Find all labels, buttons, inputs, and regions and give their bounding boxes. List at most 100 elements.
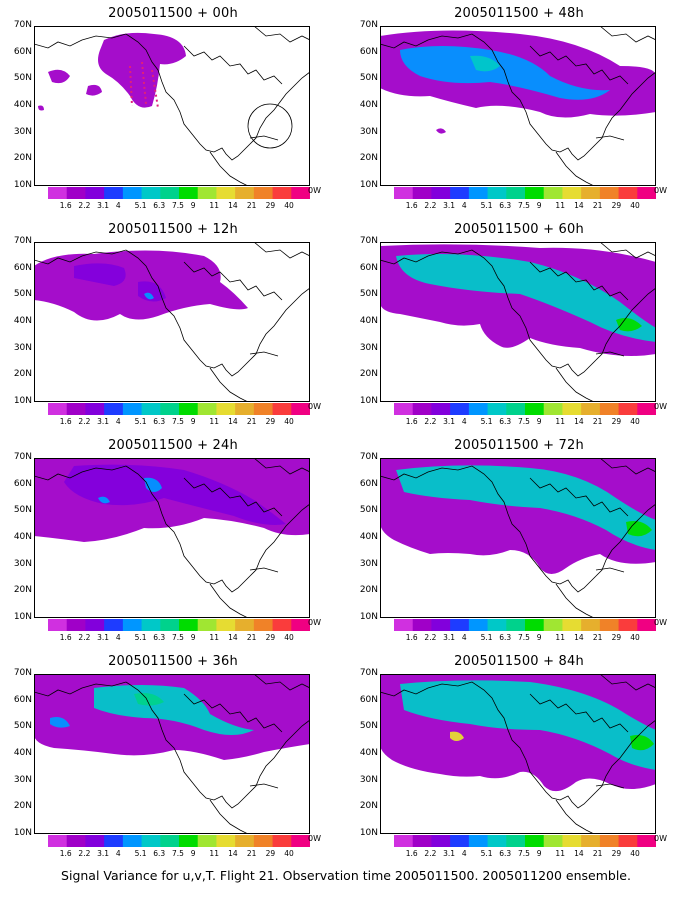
colorbar-label: 40 xyxy=(630,417,640,426)
coastline xyxy=(595,351,625,357)
lat-label: 70N xyxy=(359,20,378,30)
colorbar-swatch xyxy=(253,835,274,847)
colorbar-swatch xyxy=(179,187,199,199)
colorbar-swatch xyxy=(525,619,545,631)
colorbar-label: 7.5 xyxy=(518,633,530,642)
colorbar-swatch xyxy=(468,835,489,847)
map-panel: 2005011500 + 60h 70N 60N 50N 40N 30N 20N 10N 0W 1… xyxy=(346,216,692,432)
colorbar-swatch xyxy=(104,619,124,631)
colorbar-label: 6.3 xyxy=(499,417,512,426)
lat-label: 40N xyxy=(359,100,378,110)
colorbar-label: 29 xyxy=(265,849,276,858)
colorbar-label: 9 xyxy=(536,849,542,858)
lat-label: 20N xyxy=(13,801,32,812)
colorbar-swatch xyxy=(160,619,180,631)
colorbar-swatch xyxy=(85,835,105,847)
colorbar-label: 7.5 xyxy=(518,201,530,210)
coastline xyxy=(249,567,279,573)
map-plot xyxy=(380,674,656,834)
colorbar-label: 3.1 xyxy=(97,417,110,426)
map-frame xyxy=(34,674,310,834)
signal-region xyxy=(144,477,162,492)
colorbar-label: 40 xyxy=(630,849,640,858)
lat-label: 20N xyxy=(359,153,378,164)
colorbar-label: 9 xyxy=(536,417,542,426)
colorbar-label: 4 xyxy=(461,417,467,426)
lat-label: 20N xyxy=(13,153,32,164)
coastline xyxy=(209,799,249,834)
lon-label: 0W xyxy=(308,186,321,195)
colorbar-label: 3.1 xyxy=(443,849,456,858)
panel-title: 2005011500 + 60h xyxy=(454,222,584,237)
colorbar-swatch xyxy=(104,835,124,847)
lat-label: 10N xyxy=(13,828,32,838)
colorbar-swatch xyxy=(412,187,432,199)
map-panel: 2005011500 + 84h 70N 60N 50N 40N 30N 20N 10N 0W 1… xyxy=(346,648,692,864)
lat-label: 10N xyxy=(359,396,378,406)
colorbar-swatch xyxy=(487,403,507,415)
colorbar-label: 2.2 xyxy=(424,849,437,858)
colorbar-label: 14 xyxy=(228,201,238,210)
lat-label: 20N xyxy=(359,585,378,596)
colorbar-swatch xyxy=(197,403,217,415)
colorbar-label: 14 xyxy=(228,633,238,642)
map-frame xyxy=(380,458,656,618)
colorbar-label: 2.2 xyxy=(78,849,91,858)
colorbar-swatch xyxy=(291,403,310,415)
coastline xyxy=(555,151,595,186)
coastline xyxy=(555,367,595,402)
signal-region xyxy=(38,105,44,111)
coastline xyxy=(599,26,656,43)
lat-label: 10N xyxy=(13,180,32,190)
lat-label: 60N xyxy=(359,262,378,273)
signal-region xyxy=(630,735,654,751)
colorbar-swatch xyxy=(122,187,143,199)
colorbar-label: 3.1 xyxy=(443,201,456,210)
lat-label: 40N xyxy=(13,748,32,758)
lat-label: 70N xyxy=(13,236,32,246)
colorbar-swatch xyxy=(141,619,161,631)
colorbar-label: 14 xyxy=(574,849,584,858)
coastline xyxy=(529,261,629,301)
colorbar-label: 21 xyxy=(246,417,257,426)
panel-title: 2005011500 + 72h xyxy=(454,438,584,453)
coastline xyxy=(209,583,249,618)
colorbar-label: 29 xyxy=(611,201,622,210)
lat-label: 60N xyxy=(359,694,378,705)
colorbar-label: 9 xyxy=(536,633,542,642)
colorbar-swatch xyxy=(618,187,638,199)
colorbar-swatch xyxy=(253,403,274,415)
colorbar-label: 11 xyxy=(555,201,565,210)
colorbar-label: 1.6 xyxy=(405,849,418,858)
signal-region xyxy=(86,84,102,96)
colorbar-swatch xyxy=(468,403,489,415)
colorbar-label: 40 xyxy=(284,201,294,210)
colorbar-swatch xyxy=(141,187,161,199)
colorbar-label: 5.1 xyxy=(480,633,493,642)
map-frame xyxy=(34,26,310,186)
colorbar-swatch xyxy=(450,619,470,631)
colorbar-swatch xyxy=(450,403,470,415)
colorbar-swatch xyxy=(66,619,86,631)
colorbar-swatch xyxy=(85,619,105,631)
colorbar-label: 29 xyxy=(265,201,276,210)
colorbar-swatch xyxy=(506,835,526,847)
coastline xyxy=(380,33,656,161)
colorbar-label: 5.1 xyxy=(134,633,147,642)
colorbar-swatch xyxy=(48,403,68,415)
map-plot xyxy=(34,458,310,618)
colorbar-swatch xyxy=(66,835,86,847)
colorbar-label: 29 xyxy=(611,417,622,426)
map-panel: 2005011500 + 00h 70N 60N 50N 40N 30N 20N 10N 0W 1… xyxy=(0,0,346,216)
coastline xyxy=(183,45,283,85)
colorbar-label: 21 xyxy=(246,633,257,642)
colorbar-label: 21 xyxy=(592,633,603,642)
colorbar-label: 14 xyxy=(574,633,584,642)
colorbar-swatch xyxy=(272,835,292,847)
colorbar-swatch xyxy=(562,403,582,415)
coastline xyxy=(249,783,279,789)
colorbar xyxy=(394,187,656,199)
lat-label: 20N xyxy=(13,585,32,596)
coastline xyxy=(253,26,310,43)
lat-label: 30N xyxy=(13,558,32,569)
